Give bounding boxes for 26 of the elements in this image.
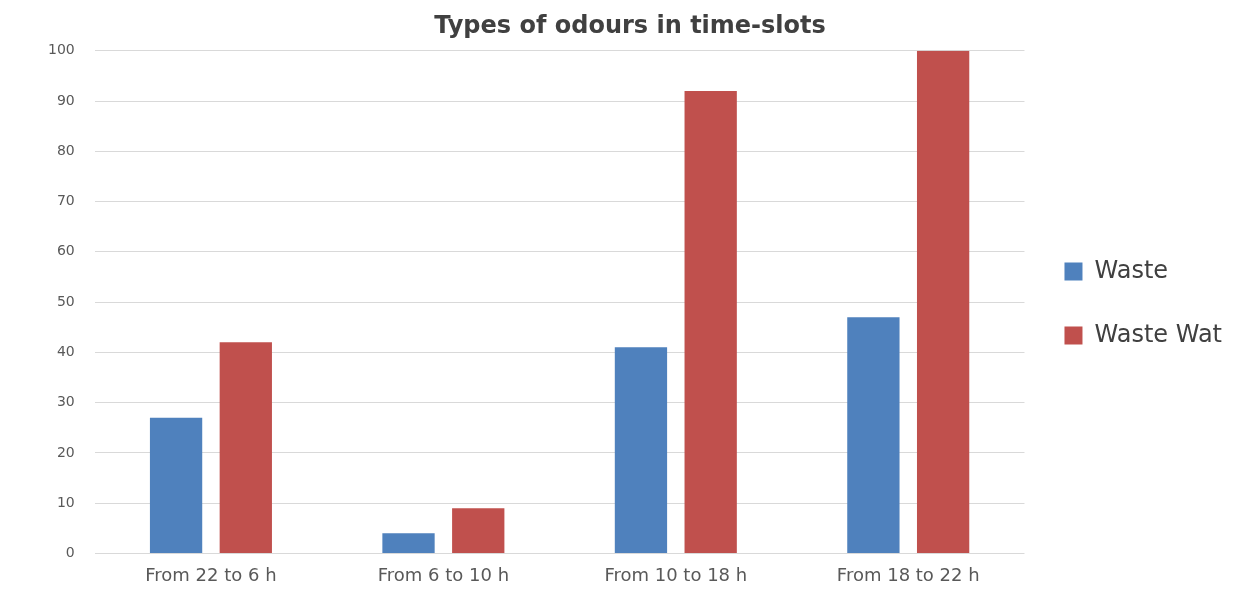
bar (452, 508, 505, 553)
bar (847, 317, 900, 553)
x-tick-label: From 10 to 18 h (604, 563, 748, 585)
legend-label: Waste Wat (1094, 319, 1223, 348)
bar (219, 342, 272, 553)
y-tick-label: 30 (56, 393, 75, 410)
x-tick-label: From 22 to 6 h (145, 563, 277, 585)
bar (149, 417, 203, 553)
y-tick-label: 70 (56, 192, 75, 209)
y-tick-label: 0 (65, 544, 75, 561)
y-tick-label: 50 (56, 292, 75, 309)
y-tick-label: 40 (56, 343, 75, 359)
y-tick-label: 90 (56, 91, 75, 108)
y-tick-label: 80 (56, 141, 75, 158)
bar (916, 50, 970, 553)
chart-title: Types of odours in time-slots (434, 10, 826, 39)
bar (382, 533, 435, 553)
legend-label: Waste (1094, 255, 1169, 284)
x-tick-label: From 6 to 10 h (377, 563, 510, 585)
y-tick-label: 100 (47, 41, 75, 58)
y-tick-label: 10 (56, 493, 75, 510)
x-tick-label: From 18 to 22 h (836, 563, 980, 585)
bar (684, 91, 737, 553)
y-tick-label: 60 (56, 242, 75, 259)
y-tick-label: 20 (56, 443, 75, 460)
bar (614, 347, 668, 553)
